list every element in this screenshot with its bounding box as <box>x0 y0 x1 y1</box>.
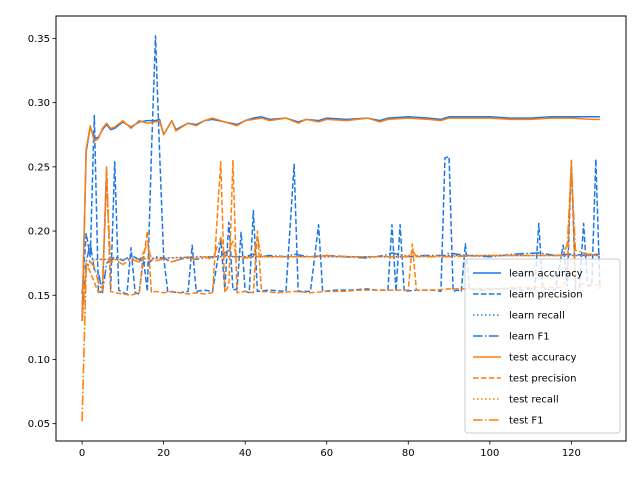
legend-label: test precision <box>509 374 577 385</box>
y-tick-label: 0.25 <box>28 162 50 173</box>
legend-label: test accuracy <box>509 353 577 364</box>
legend-label: test recall <box>509 395 559 406</box>
legend-label: learn accuracy <box>509 269 583 280</box>
series-line-test-accuracy <box>81 117 600 321</box>
legend-label: learn F1 <box>509 332 550 343</box>
legend: learn accuracy learn precision learn recal… <box>464 258 621 434</box>
x-tick-label: 80 <box>402 448 415 459</box>
legend-label: learn precision <box>509 290 583 301</box>
x-tick-label: 40 <box>239 448 252 459</box>
y-tick-label: 0.15 <box>28 291 50 302</box>
legend-label: test F1 <box>509 416 544 427</box>
y-axis: 0.05 0.10 0.15 0.20 0.25 0.30 0.35 <box>28 34 56 430</box>
x-tick-label: 100 <box>480 448 499 459</box>
x-tick-label: 120 <box>562 448 581 459</box>
x-axis: 0 20 40 60 80 100 120 <box>79 441 581 459</box>
y-tick-label: 0.35 <box>28 34 50 45</box>
plot-area-frame <box>55 15 627 442</box>
y-tick-label: 0.20 <box>28 227 50 238</box>
x-tick-label: 20 <box>157 448 170 459</box>
x-tick-label: 0 <box>79 448 85 459</box>
y-tick-label: 0.05 <box>28 419 50 430</box>
y-tick-label: 0.10 <box>28 355 50 366</box>
series-line-test-recall <box>81 254 600 422</box>
legend-label: learn recall <box>509 311 565 322</box>
legend-box <box>464 258 621 434</box>
y-tick-label: 0.30 <box>28 98 50 109</box>
x-tick-label: 60 <box>320 448 333 459</box>
